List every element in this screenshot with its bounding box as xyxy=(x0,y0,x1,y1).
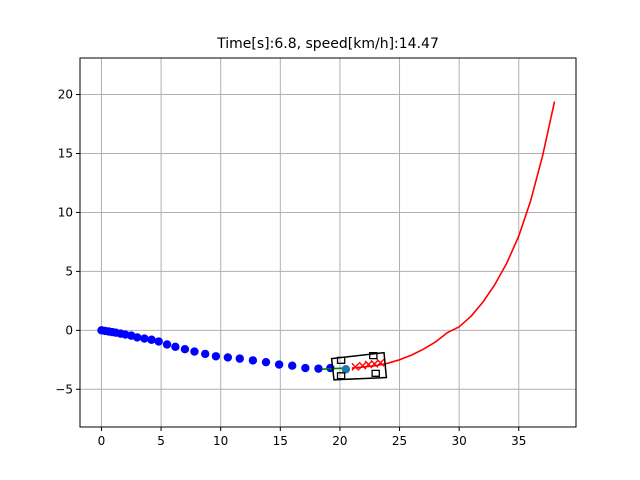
trajectory-point xyxy=(274,360,284,369)
x-tick-label: 35 xyxy=(511,434,526,448)
x-tick-label: 10 xyxy=(213,434,228,448)
trajectory-point xyxy=(248,356,258,365)
y-tick-label: 0 xyxy=(65,323,73,337)
trajectory-point xyxy=(301,363,310,373)
vehicle-wheel-outline xyxy=(336,356,346,364)
trajectory-point xyxy=(235,354,244,363)
chart-title: Time[s]:6.8, speed[km/h]:14.47 xyxy=(216,36,439,52)
trajectory-point xyxy=(162,340,172,349)
predicted-x-marker xyxy=(376,358,385,367)
data-layer xyxy=(97,101,556,381)
y-tick-label: 10 xyxy=(58,205,73,219)
vehicle-wheel-outline xyxy=(371,369,380,377)
trajectory-point xyxy=(314,364,323,373)
y-tick-label: 5 xyxy=(65,264,73,278)
y-tick-label: −5 xyxy=(55,382,73,396)
x-tick-label: 0 xyxy=(98,434,106,448)
x-tick-label: 20 xyxy=(332,434,347,448)
trajectory-point xyxy=(211,352,221,361)
vehicle-wheel-outline xyxy=(369,352,378,360)
x-tick-label: 25 xyxy=(392,434,407,448)
trajectory-point xyxy=(147,335,156,344)
trajectory-point xyxy=(261,357,271,367)
predicted-x-marker xyxy=(358,361,367,370)
trajectory-point xyxy=(171,342,180,352)
plot-area: 0 5 10 15 20 25 30 35 −5 0 5 10 15 20 xyxy=(55,57,577,448)
target-point xyxy=(341,365,351,374)
trajectory-point xyxy=(133,333,142,342)
trajectory-point xyxy=(190,347,199,356)
vehicle-body-outline xyxy=(330,351,388,381)
trajectory-point xyxy=(154,337,163,346)
y-tick-label: 20 xyxy=(58,88,73,102)
axes-frame xyxy=(79,57,577,428)
y-tick-label: 15 xyxy=(58,146,73,160)
predicted-x-marker xyxy=(351,362,360,371)
trajectory-point xyxy=(180,344,190,354)
predicted-x-marker xyxy=(370,359,379,368)
trajectory-point xyxy=(140,334,149,343)
trajectory-point xyxy=(288,361,297,370)
trajectory-point xyxy=(223,353,233,362)
vehicle-wheel-outline xyxy=(336,372,346,380)
x-tick-label: 5 xyxy=(157,434,165,448)
x-tick-label: 15 xyxy=(273,434,288,448)
x-tick-label: 30 xyxy=(452,434,467,448)
trajectory-point xyxy=(200,349,210,359)
